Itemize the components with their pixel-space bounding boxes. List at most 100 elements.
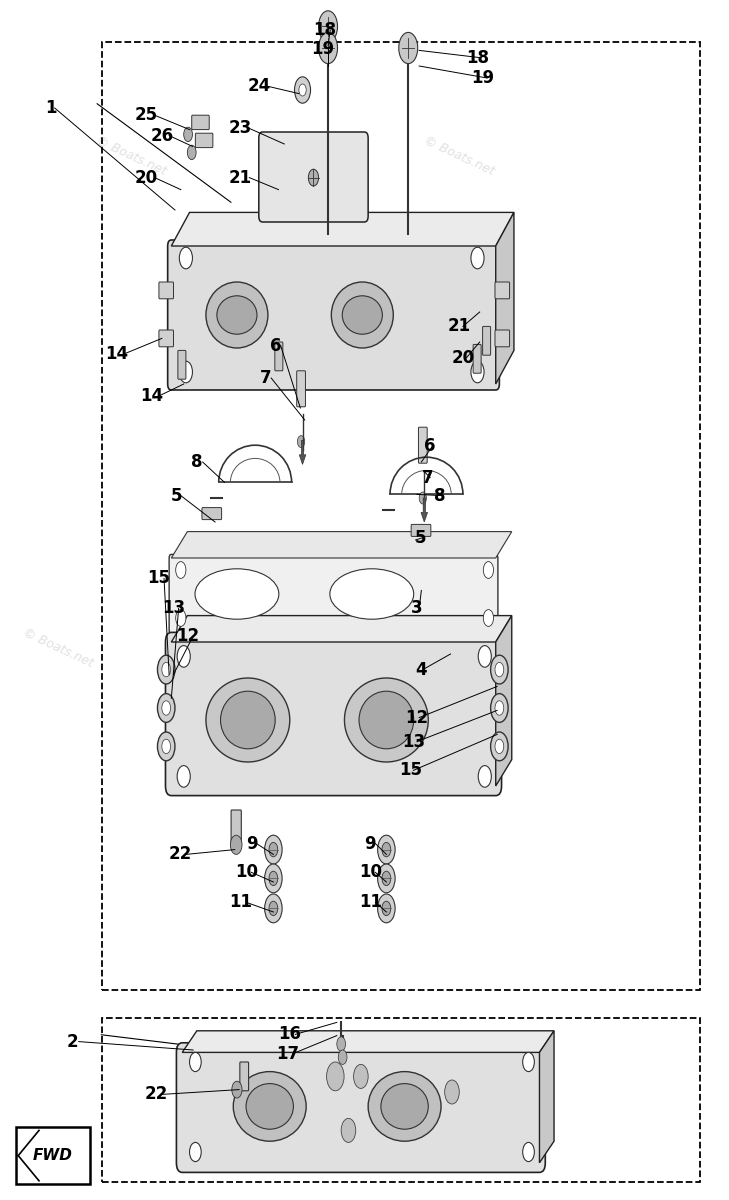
Circle shape [297, 436, 305, 448]
Text: 1: 1 [45, 98, 57, 116]
Text: 7: 7 [260, 368, 272, 386]
Polygon shape [182, 1031, 554, 1052]
Text: 5: 5 [171, 487, 182, 504]
Circle shape [354, 1064, 368, 1088]
Circle shape [308, 169, 319, 186]
Text: © Boats.net: © Boats.net [422, 134, 496, 178]
Circle shape [319, 11, 338, 42]
Circle shape [230, 835, 242, 854]
FancyBboxPatch shape [159, 282, 174, 299]
Polygon shape [171, 532, 512, 558]
FancyBboxPatch shape [192, 115, 209, 130]
Ellipse shape [206, 678, 290, 762]
Text: 5: 5 [415, 528, 426, 546]
Circle shape [471, 247, 484, 269]
Circle shape [478, 646, 491, 667]
Text: 6: 6 [424, 437, 436, 455]
Circle shape [445, 1080, 459, 1104]
Text: 11: 11 [359, 893, 382, 912]
FancyBboxPatch shape [259, 132, 368, 222]
Text: 8: 8 [191, 452, 203, 470]
Circle shape [162, 739, 171, 754]
Text: 2: 2 [67, 1032, 79, 1051]
FancyBboxPatch shape [411, 524, 431, 536]
FancyBboxPatch shape [176, 1043, 545, 1172]
Polygon shape [171, 212, 514, 246]
Polygon shape [171, 616, 512, 642]
Ellipse shape [195, 569, 278, 619]
Text: 15: 15 [147, 569, 171, 587]
Circle shape [483, 562, 494, 578]
Circle shape [382, 842, 391, 857]
Text: 14: 14 [105, 344, 128, 362]
Polygon shape [539, 1031, 554, 1163]
Text: 22: 22 [145, 1086, 168, 1104]
Ellipse shape [381, 1084, 429, 1129]
Circle shape [179, 361, 192, 383]
Circle shape [523, 1142, 534, 1162]
Circle shape [341, 1118, 356, 1142]
Circle shape [319, 32, 338, 64]
Ellipse shape [368, 1072, 441, 1141]
Circle shape [338, 1050, 347, 1064]
Circle shape [162, 701, 171, 715]
Ellipse shape [342, 295, 382, 334]
FancyBboxPatch shape [169, 554, 498, 634]
Polygon shape [496, 212, 514, 384]
Text: 20: 20 [451, 348, 475, 367]
Text: 12: 12 [176, 626, 200, 646]
Text: 3: 3 [411, 599, 423, 617]
Text: 23: 23 [229, 120, 252, 138]
Circle shape [491, 732, 508, 761]
Ellipse shape [206, 282, 268, 348]
FancyBboxPatch shape [195, 133, 213, 148]
FancyBboxPatch shape [231, 810, 241, 846]
Text: 4: 4 [415, 660, 426, 679]
Circle shape [187, 145, 196, 160]
Text: 9: 9 [364, 835, 376, 852]
Ellipse shape [344, 678, 429, 762]
Ellipse shape [330, 569, 414, 619]
Circle shape [157, 655, 175, 684]
FancyBboxPatch shape [178, 350, 186, 379]
Circle shape [176, 610, 186, 626]
Circle shape [491, 655, 508, 684]
Ellipse shape [233, 1072, 306, 1141]
Text: 17: 17 [276, 1044, 300, 1063]
Text: 15: 15 [399, 762, 422, 780]
Circle shape [162, 662, 171, 677]
Circle shape [269, 871, 278, 886]
FancyArrow shape [421, 498, 427, 522]
Circle shape [269, 842, 278, 857]
Circle shape [478, 766, 491, 787]
Text: 22: 22 [168, 845, 192, 864]
Circle shape [190, 1142, 201, 1162]
Circle shape [495, 739, 504, 754]
Ellipse shape [331, 282, 394, 348]
Circle shape [337, 1037, 346, 1051]
Circle shape [399, 32, 418, 64]
FancyBboxPatch shape [297, 371, 305, 407]
FancyBboxPatch shape [495, 282, 510, 299]
Text: 18: 18 [313, 20, 336, 38]
Circle shape [483, 610, 494, 626]
Circle shape [176, 562, 186, 578]
Circle shape [179, 247, 192, 269]
Text: 9: 9 [246, 835, 257, 852]
Text: 19: 19 [471, 68, 494, 86]
Circle shape [177, 646, 190, 667]
Ellipse shape [246, 1084, 293, 1129]
FancyBboxPatch shape [165, 632, 502, 796]
Text: © Boats.net: © Boats.net [400, 698, 475, 742]
Circle shape [177, 766, 190, 787]
Text: 13: 13 [162, 599, 185, 617]
Circle shape [295, 77, 311, 103]
Text: 7: 7 [422, 468, 434, 487]
FancyArrow shape [299, 440, 305, 464]
Circle shape [378, 864, 395, 893]
Text: 16: 16 [278, 1025, 302, 1043]
Text: 8: 8 [434, 487, 445, 504]
Text: 10: 10 [359, 864, 382, 881]
Ellipse shape [359, 691, 413, 749]
Text: 13: 13 [402, 732, 426, 751]
